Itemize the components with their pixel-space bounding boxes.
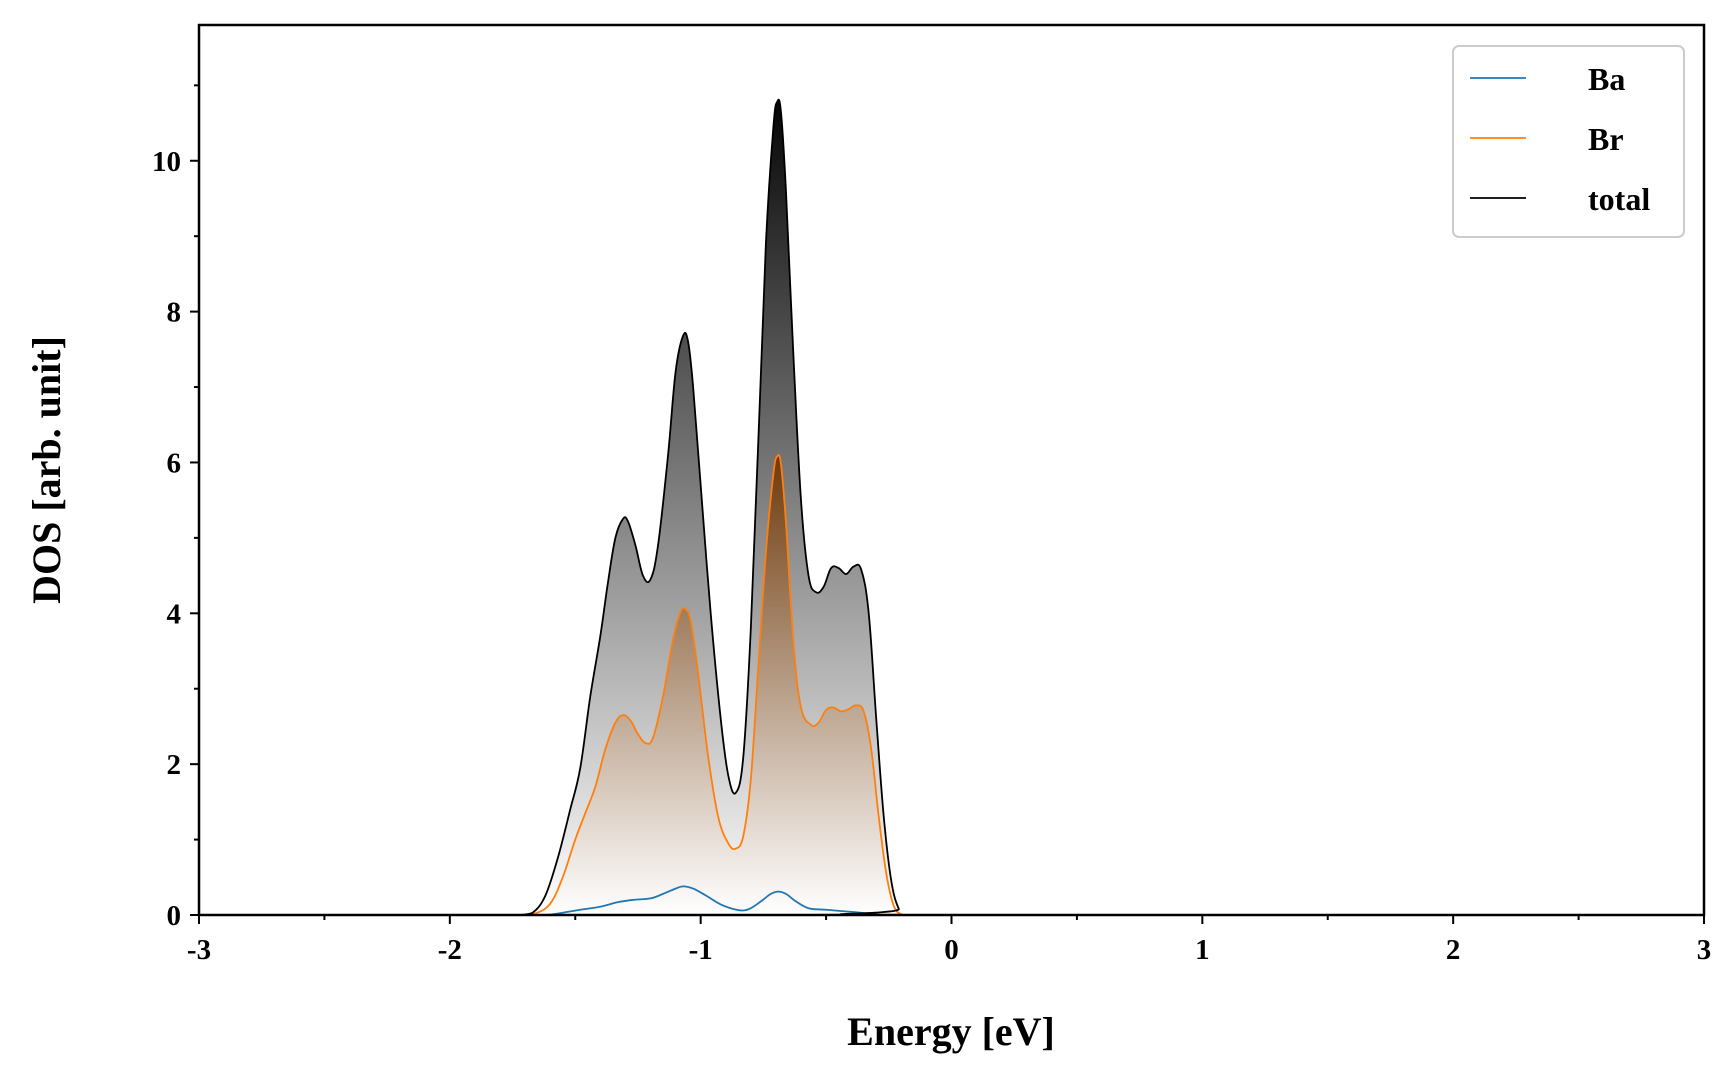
- x-axis-ticks: -3 -2 -1 0 1 2 3: [187, 915, 1711, 966]
- x-tick-label: 0: [944, 934, 959, 966]
- x-tick-label: 3: [1697, 934, 1712, 966]
- x-tick-label: 2: [1446, 934, 1461, 966]
- legend-label-total: total: [1588, 181, 1650, 217]
- x-tick-label: -3: [187, 934, 211, 966]
- legend-label-br: Br: [1588, 121, 1624, 157]
- y-tick-label: 0: [167, 900, 182, 932]
- total-area-fill: [520, 99, 1704, 915]
- y-axis-label: DOS [arb. unit]: [24, 336, 69, 604]
- y-tick-label: 8: [167, 297, 182, 329]
- y-tick-label: 2: [167, 749, 182, 781]
- fills: [520, 99, 1704, 915]
- x-axis-label: Energy [eV]: [847, 1009, 1055, 1054]
- x-tick-label: 1: [1195, 934, 1210, 966]
- y-tick-label: 6: [167, 447, 182, 479]
- x-tick-label: -2: [438, 934, 462, 966]
- legend: Ba Br total: [1452, 45, 1685, 238]
- y-axis-ticks: 0 2 4 6 8 10: [152, 84, 199, 932]
- legend-box: [1452, 45, 1685, 238]
- x-tick-label: -1: [689, 934, 713, 966]
- y-tick-label: 10: [152, 146, 181, 178]
- y-tick-label: 4: [167, 598, 182, 630]
- series-line-br: [519, 453, 1704, 916]
- series-line-total: [519, 98, 1704, 916]
- br-area-fill: [520, 454, 1704, 915]
- legend-label-ba: Ba: [1588, 61, 1625, 97]
